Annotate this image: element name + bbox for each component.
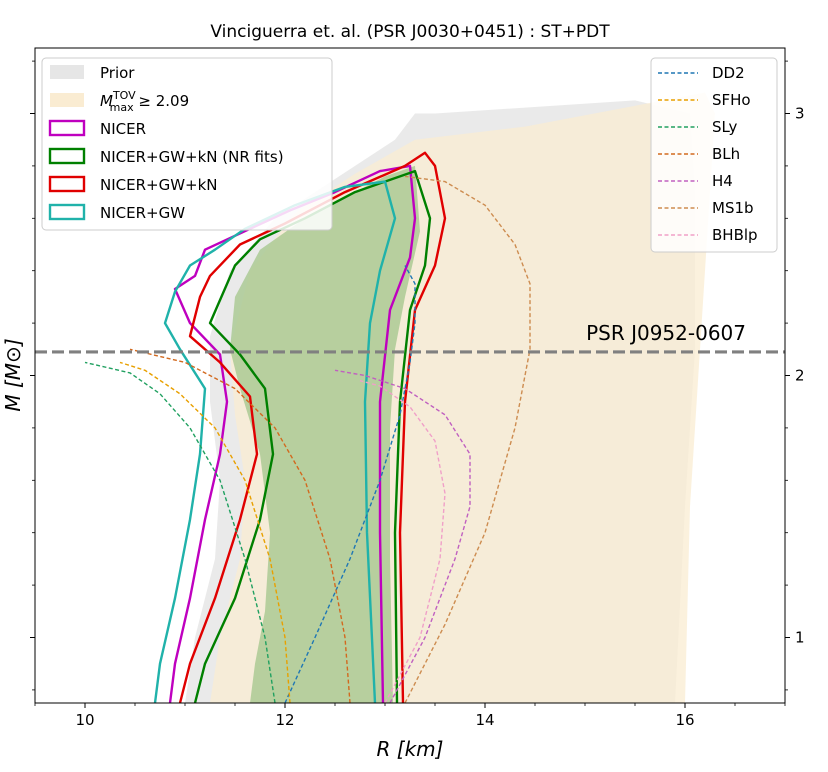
x-axis-label: R [km] bbox=[377, 737, 444, 761]
legend-right-label: DD2 bbox=[712, 64, 745, 82]
credible-contours bbox=[153, 151, 447, 703]
reference-line-label: PSR J0952-0607 bbox=[586, 321, 746, 345]
y-tick-label: 1 bbox=[795, 629, 805, 647]
eos-curve-bhblp bbox=[359, 380, 446, 703]
nr-fits-region bbox=[230, 165, 420, 703]
legend-right-label: MS1b bbox=[712, 199, 754, 217]
legend-left-box bbox=[41, 57, 333, 231]
x-tick-label: 14 bbox=[475, 711, 494, 729]
legend-right: DD2 SFHo SLy BLh H4 MS1b BHBlp bbox=[650, 57, 778, 253]
legend-right-label: BLh bbox=[712, 145, 740, 163]
legend-left-label: NICER+GW+kN (NR fits) bbox=[100, 148, 284, 166]
x-tick-label: 16 bbox=[675, 711, 694, 729]
eos-curve-ms1b bbox=[404, 175, 531, 703]
legend-right-box bbox=[650, 57, 778, 253]
legend-left-swatch bbox=[48, 203, 86, 221]
y-tick-label: 2 bbox=[795, 367, 805, 385]
plot-area bbox=[35, 92, 785, 703]
legend-left: Prior MTOV max ≥ 2.09 NICER NICER+GW+kN (NR … bbox=[41, 57, 333, 231]
legend-right-label: H4 bbox=[712, 172, 733, 190]
legend-left-swatch bbox=[50, 65, 84, 79]
legend-right-label: SFHo bbox=[712, 91, 751, 109]
legend-left-swatch bbox=[50, 93, 84, 107]
eos-curves bbox=[84, 175, 531, 703]
contour-nicer-gw bbox=[153, 180, 397, 703]
y-axis-label: M [M⊙] bbox=[1, 338, 25, 411]
legend-left-label: NICER+GW+kN bbox=[100, 176, 218, 194]
legend-right-label: BHBlp bbox=[712, 226, 758, 244]
eos-curve-sfho bbox=[119, 361, 291, 703]
legend-left-label: NICER+GW bbox=[100, 204, 185, 222]
legend-right-label: SLy bbox=[712, 118, 738, 136]
legend-left-swatch bbox=[48, 147, 86, 165]
x-tick-label: 12 bbox=[275, 711, 294, 729]
credible-regions bbox=[185, 92, 715, 703]
eos-curve-blh bbox=[129, 348, 351, 703]
x-tick-label: 10 bbox=[75, 711, 94, 729]
legend-left-label: MTOV max ≥ 2.09 bbox=[100, 89, 189, 114]
legend-left-swatch bbox=[48, 175, 86, 193]
eos-curve-dd2 bbox=[284, 265, 416, 703]
contour-nicer-gw-kn bbox=[178, 151, 447, 703]
y-tick-label: 3 bbox=[795, 105, 805, 123]
legend-left-label: NICER bbox=[100, 120, 146, 138]
legend-left-swatch bbox=[48, 119, 86, 137]
eos-curve-sly bbox=[84, 361, 276, 703]
contour-nicer-gw-kn-nr-fits- bbox=[193, 169, 432, 703]
contour-nicer bbox=[168, 164, 417, 703]
legend-left-label: Prior bbox=[100, 64, 135, 82]
chart-title: Vinciguerra et. al. (PSR J0030+0451) : S… bbox=[210, 22, 610, 42]
